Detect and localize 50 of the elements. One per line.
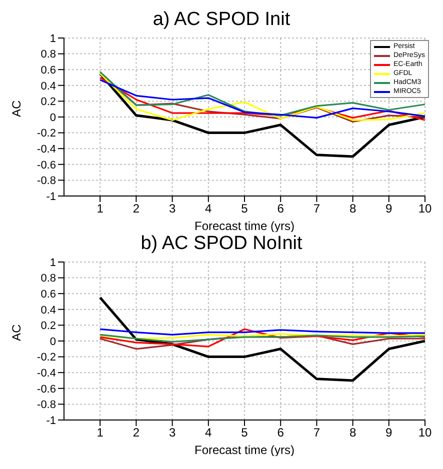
y-tick-label: 1 [50, 256, 56, 269]
x-tick-label: 4 [205, 202, 212, 216]
line-series [99, 334, 425, 343]
x-tick-label: 8 [349, 426, 356, 440]
x-tick-label: 9 [386, 202, 393, 216]
y-tick-label: 0 [50, 336, 56, 348]
y-tick-label: -0.2 [37, 128, 56, 140]
y-tick-label: -0.6 [37, 383, 56, 396]
x-tick-label: 3 [168, 202, 176, 216]
y-tick-label: -0.8 [37, 175, 56, 188]
y-tick-label: 0.2 [40, 96, 56, 108]
y-tick-label: -1 [46, 190, 56, 203]
y-tick-label: 0.2 [40, 320, 56, 332]
y-tick-label: 0.6 [40, 64, 56, 77]
y-tick-label: 0.8 [40, 272, 56, 285]
line-series [99, 328, 425, 348]
x-tick-label: 1 [96, 426, 104, 440]
x-tick-label: 3 [168, 426, 176, 440]
line-series [98, 72, 425, 158]
y-axis-title: AC [9, 324, 24, 341]
x-tick-label: 1 [96, 202, 104, 216]
y-tick-label: 1 [50, 32, 56, 45]
y-tick-label: 0.6 [40, 288, 56, 301]
x-tick-label: 10 [418, 426, 432, 440]
x-tick-label: 6 [277, 426, 284, 440]
line-series [98, 296, 425, 382]
y-tick-label: -0.2 [37, 352, 56, 364]
y-tick-label: 0.4 [40, 304, 56, 316]
x-tick-label: 7 [313, 426, 320, 440]
y-tick-label: -0.4 [37, 368, 56, 380]
x-tick-label: 6 [277, 202, 284, 216]
chart-title: a) AC SPOD Init [152, 8, 292, 32]
x-tick-label: 8 [349, 202, 356, 216]
y-tick-label: -0.6 [37, 159, 56, 172]
y-tick-label: 0.4 [40, 80, 56, 92]
x-tick-label: 2 [132, 426, 140, 440]
x-tick-label: 7 [313, 202, 320, 216]
y-tick-label: -0.8 [37, 399, 56, 412]
x-tick-label: 9 [386, 426, 393, 440]
y-tick-label: 0.8 [40, 48, 56, 61]
x-tick-label: 4 [205, 426, 212, 440]
x-tick-label: 5 [241, 202, 248, 216]
y-tick-label: 0 [50, 112, 56, 124]
x-tick-label: 5 [241, 426, 248, 440]
chart-title: b) AC SPOD NoInit [140, 232, 304, 256]
x-tick-label: 10 [418, 202, 432, 216]
y-tick-label: -0.4 [37, 144, 56, 156]
x-tick-label: 2 [132, 202, 140, 216]
y-axis-title: AC [9, 100, 24, 117]
y-tick-label: -1 [46, 414, 56, 427]
